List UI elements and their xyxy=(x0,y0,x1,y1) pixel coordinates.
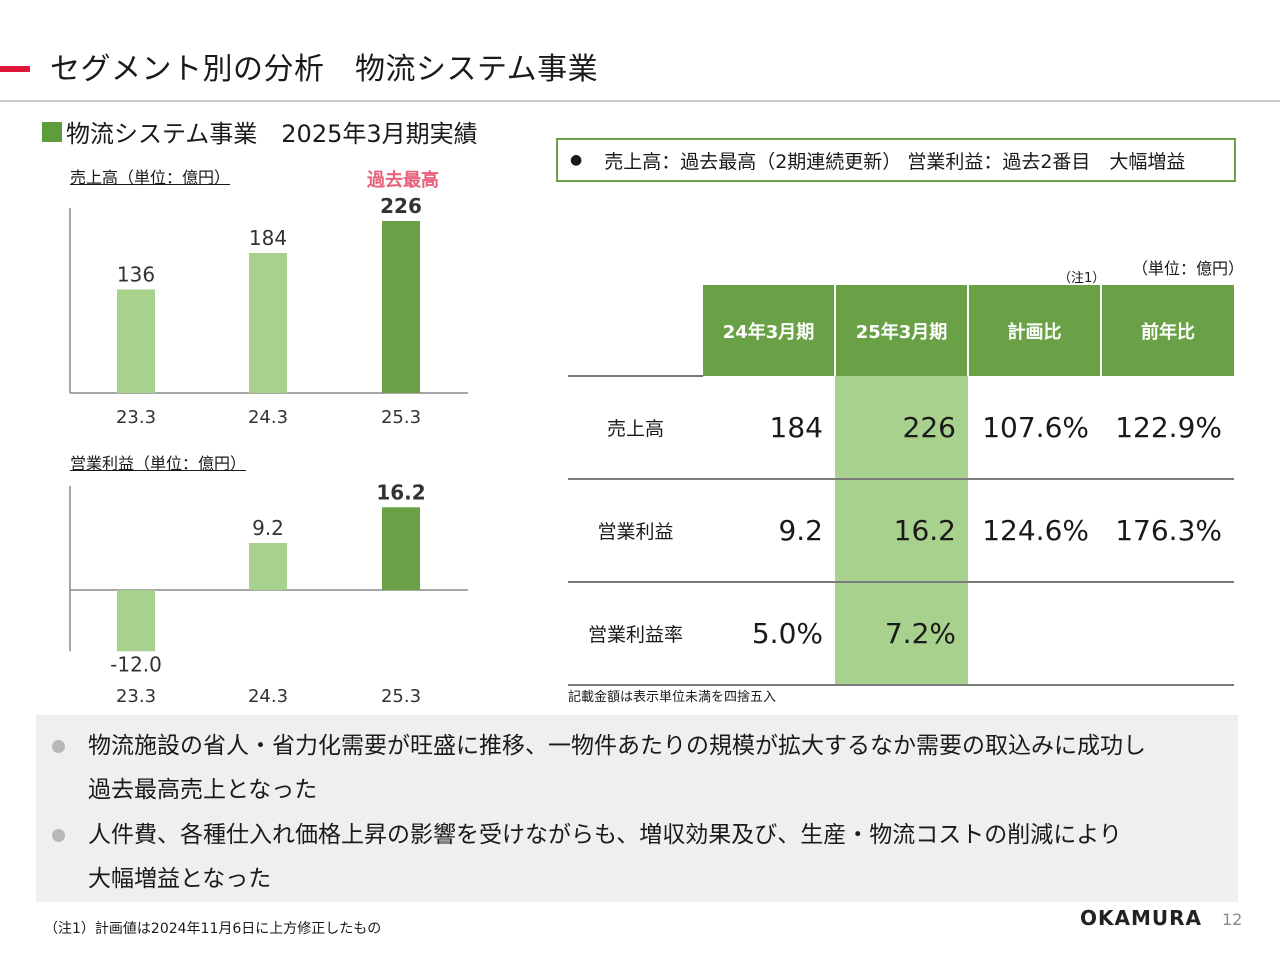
table-cell: 122.9% xyxy=(1101,376,1234,480)
bullet-dot-icon xyxy=(52,740,65,753)
table-unit-note: （単位：億円） xyxy=(1132,259,1245,278)
table-row: 営業利益 9.2 16.2 124.6% 176.3% xyxy=(568,479,1234,583)
table-corner xyxy=(568,285,702,377)
bar xyxy=(117,289,155,393)
footnote-mark: （注1） xyxy=(1058,271,1106,286)
bar xyxy=(249,543,287,590)
table-cell: 9.2 xyxy=(702,479,835,583)
table-cell: 16.2 xyxy=(835,479,968,583)
x-tick-label: 24.3 xyxy=(248,407,288,428)
table-cell: 226 xyxy=(835,376,968,480)
table-row: 営業利益率 5.0% 7.2% xyxy=(568,582,1234,686)
rounding-note: 記載金額は表示単位未満を四捨五入 xyxy=(568,690,777,705)
column-header: 25年3月期 xyxy=(834,285,968,376)
bar xyxy=(249,252,287,393)
highlight-note-text: 売上高：過去最高（2期連続更新） 営業利益：過去2番目 大幅増益 xyxy=(604,150,1186,173)
comment-bullet: 人件費、各種仕入れ価格上昇の影響を受けながらも、増収効果及び、生産・物流コストの… xyxy=(52,813,1222,901)
highlight-note-box: ● 売上高：過去最高（2期連続更新） 営業利益：過去2番目 大幅増益 xyxy=(556,138,1236,182)
comment-line: 大幅増益となった xyxy=(88,866,272,892)
title-accent-bar xyxy=(0,66,30,72)
comment-line: 過去最高売上となった xyxy=(88,777,318,803)
sales-bar-chart: 136 23.3 184 24.3 226 25.3 過去最高 xyxy=(69,169,468,428)
table-cell: 5.0% xyxy=(702,582,835,686)
column-header: 計画比 xyxy=(967,285,1101,376)
results-table-wrapper: 24年3月期 25年3月期 計画比 前年比 売上高 184 226 107.6%… xyxy=(568,285,1234,686)
page-title: セグメント別の分析 物流システム事業 xyxy=(50,52,599,87)
bar-value-label: 16.2 xyxy=(376,480,425,504)
results-table: 24年3月期 25年3月期 計画比 前年比 売上高 184 226 107.6%… xyxy=(568,285,1234,686)
bullet-dot-icon: ● xyxy=(570,152,583,168)
x-tick-label: 25.3 xyxy=(381,686,421,707)
row-label: 営業利益 xyxy=(568,479,702,583)
x-tick-label: 25.3 xyxy=(381,407,421,428)
column-header: 24年3月期 xyxy=(701,285,835,376)
table-cell: 7.2% xyxy=(835,582,968,686)
bar-value-label: -12.0 xyxy=(110,652,162,676)
bar xyxy=(382,507,420,590)
comment-bullet: 物流施設の省人・省力化需要が旺盛に推移、一物件あたりの規模が拡大するなか需要の取… xyxy=(52,724,1222,812)
table-header-row: 24年3月期 25年3月期 計画比 前年比 xyxy=(568,285,1234,377)
table-cell xyxy=(968,582,1101,686)
x-tick-label: 23.3 xyxy=(116,686,156,707)
section-heading-text: 物流システム事業 2025年3月期実績 xyxy=(66,120,478,148)
table-cell: 184 xyxy=(702,376,835,480)
comment-line: 物流施設の省人・省力化需要が旺盛に推移、一物件あたりの規模が拡大するなか需要の取… xyxy=(88,733,1146,759)
green-square-icon xyxy=(42,121,62,142)
comment-box xyxy=(36,715,1238,902)
bar-value-label: 136 xyxy=(117,262,155,286)
bar-value-label: 226 xyxy=(380,194,422,218)
profit-chart-title: 営業利益（単位：億円） xyxy=(70,454,247,473)
page-number: 12 xyxy=(1222,910,1243,929)
bar xyxy=(117,590,155,652)
profit-bar-chart: -12.0 23.3 9.2 24.3 16.2 25.3 xyxy=(69,480,468,707)
company-logo: OKAMURA xyxy=(1080,906,1202,930)
table-cell: 124.6% xyxy=(968,479,1101,583)
row-label: 売上高 xyxy=(568,376,702,480)
table-cell: 107.6% xyxy=(968,376,1101,480)
bar-value-label: 9.2 xyxy=(252,516,284,540)
table-cell: 176.3% xyxy=(1101,479,1234,583)
bar-value-label: 184 xyxy=(249,226,287,250)
section-heading: 物流システム事業 2025年3月期実績 xyxy=(42,114,478,149)
sales-chart-title: 売上高（単位：億円） xyxy=(70,168,231,187)
title-divider xyxy=(0,100,1280,102)
record-high-annotation: 過去最高 xyxy=(367,169,439,191)
column-header: 前年比 xyxy=(1100,285,1234,376)
x-tick-label: 23.3 xyxy=(116,407,156,428)
footnote: （注1）計画値は2024年11月6日に上方修正したもの xyxy=(44,921,382,937)
bar xyxy=(382,221,420,393)
bullet-dot-icon xyxy=(52,829,65,842)
row-label: 営業利益率 xyxy=(568,582,702,686)
comment-line: 人件費、各種仕入れ価格上昇の影響を受けながらも、増収効果及び、生産・物流コストの… xyxy=(88,822,1122,848)
table-cell xyxy=(1101,582,1234,686)
table-row: 売上高 184 226 107.6% 122.9% xyxy=(568,376,1234,480)
x-tick-label: 24.3 xyxy=(248,686,288,707)
